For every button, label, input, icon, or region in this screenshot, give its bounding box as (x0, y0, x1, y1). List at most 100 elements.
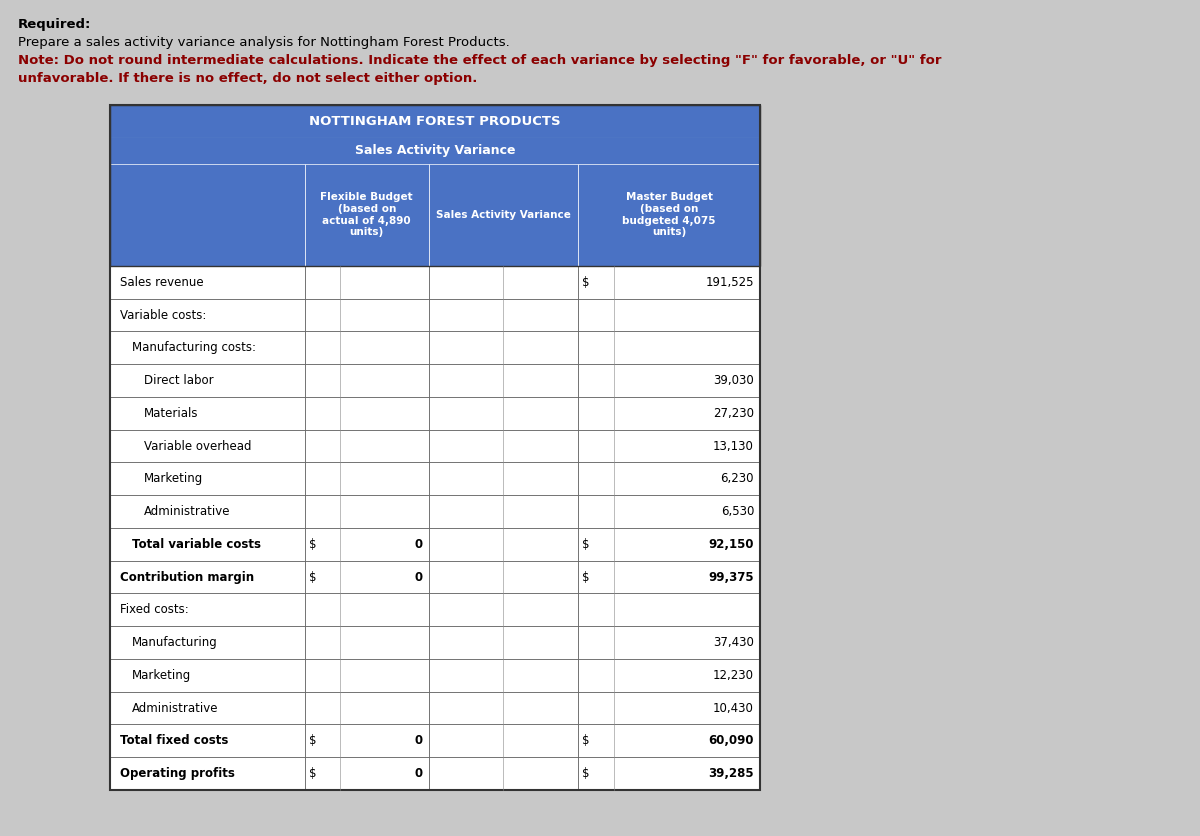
Text: 27,230: 27,230 (713, 407, 754, 420)
Text: 0: 0 (414, 571, 422, 584)
Bar (578, 397, 760, 430)
Text: Marketing: Marketing (144, 472, 203, 486)
Text: Prepare a sales activity variance analysis for Nottingham Forest Products.: Prepare a sales activity variance analys… (18, 36, 510, 49)
Bar (110, 757, 305, 790)
Bar (578, 659, 760, 691)
Bar (428, 757, 578, 790)
Bar (428, 332, 578, 364)
Bar (305, 495, 428, 528)
Bar (428, 164, 578, 266)
Bar (428, 364, 578, 397)
Bar (110, 594, 305, 626)
Text: Total fixed costs: Total fixed costs (120, 734, 228, 747)
Bar (305, 298, 428, 332)
Text: 39,285: 39,285 (708, 767, 754, 780)
Bar (110, 105, 760, 137)
Bar (428, 528, 578, 561)
Text: 92,150: 92,150 (708, 538, 754, 551)
Text: $: $ (582, 571, 589, 584)
Text: Marketing: Marketing (132, 669, 191, 682)
Bar (578, 594, 760, 626)
Text: Contribution margin: Contribution margin (120, 571, 254, 584)
Bar (428, 462, 578, 495)
Text: 0: 0 (414, 734, 422, 747)
Text: Total variable costs: Total variable costs (132, 538, 262, 551)
Bar (305, 757, 428, 790)
Bar (305, 594, 428, 626)
Bar (578, 332, 760, 364)
Text: 191,525: 191,525 (706, 276, 754, 289)
Bar (428, 691, 578, 725)
Bar (305, 626, 428, 659)
Text: 10,430: 10,430 (713, 701, 754, 715)
Text: $: $ (310, 734, 317, 747)
Text: Variable costs:: Variable costs: (120, 308, 206, 322)
Bar (110, 105, 760, 790)
Bar (578, 164, 760, 266)
Bar (578, 462, 760, 495)
Bar (110, 430, 305, 462)
Bar (305, 462, 428, 495)
Bar (578, 561, 760, 594)
Text: $: $ (582, 734, 589, 747)
Text: $: $ (582, 276, 589, 289)
Bar (428, 397, 578, 430)
Text: $: $ (582, 538, 589, 551)
Bar (305, 397, 428, 430)
Bar (110, 659, 305, 691)
Text: 12,230: 12,230 (713, 669, 754, 682)
Bar (578, 528, 760, 561)
Text: NOTTINGHAM FOREST PRODUCTS: NOTTINGHAM FOREST PRODUCTS (310, 115, 560, 128)
Bar (305, 430, 428, 462)
Text: Required:: Required: (18, 18, 91, 31)
Text: 13,130: 13,130 (713, 440, 754, 452)
Bar (578, 757, 760, 790)
Bar (578, 298, 760, 332)
Bar (305, 164, 428, 266)
Bar (428, 659, 578, 691)
Bar (110, 691, 305, 725)
Bar (578, 364, 760, 397)
Text: Materials: Materials (144, 407, 198, 420)
Text: 37,430: 37,430 (713, 636, 754, 649)
Bar (110, 137, 760, 164)
Text: Sales Activity Variance: Sales Activity Variance (355, 144, 515, 157)
Bar (110, 462, 305, 495)
Text: Sales Activity Variance: Sales Activity Variance (436, 210, 571, 220)
Bar (305, 364, 428, 397)
Text: $: $ (582, 767, 589, 780)
Bar (305, 332, 428, 364)
Bar (110, 397, 305, 430)
Text: Master Budget
(based on
budgeted 4,075
units): Master Budget (based on budgeted 4,075 u… (623, 192, 715, 237)
Bar (110, 332, 305, 364)
Bar (110, 528, 305, 561)
Text: 60,090: 60,090 (708, 734, 754, 747)
Bar (578, 430, 760, 462)
Bar (428, 266, 578, 298)
Text: Variable overhead: Variable overhead (144, 440, 252, 452)
Bar (110, 105, 760, 266)
Bar (305, 528, 428, 561)
Bar (110, 626, 305, 659)
Bar (305, 659, 428, 691)
Bar (305, 561, 428, 594)
Text: Flexible Budget
(based on
actual of 4,890
units): Flexible Budget (based on actual of 4,89… (320, 192, 413, 237)
Bar (578, 691, 760, 725)
Bar (305, 691, 428, 725)
Text: $: $ (310, 767, 317, 780)
Text: Administrative: Administrative (144, 505, 230, 518)
Text: $: $ (310, 571, 317, 584)
Text: Administrative: Administrative (132, 701, 218, 715)
Bar (578, 495, 760, 528)
Bar (428, 430, 578, 462)
Text: Operating profits: Operating profits (120, 767, 235, 780)
Bar (110, 298, 305, 332)
Text: Fixed costs:: Fixed costs: (120, 604, 188, 616)
Bar (428, 626, 578, 659)
Bar (110, 364, 305, 397)
Bar (305, 725, 428, 757)
Bar (428, 561, 578, 594)
Text: Direct labor: Direct labor (144, 374, 214, 387)
Bar (110, 561, 305, 594)
Bar (110, 164, 760, 266)
